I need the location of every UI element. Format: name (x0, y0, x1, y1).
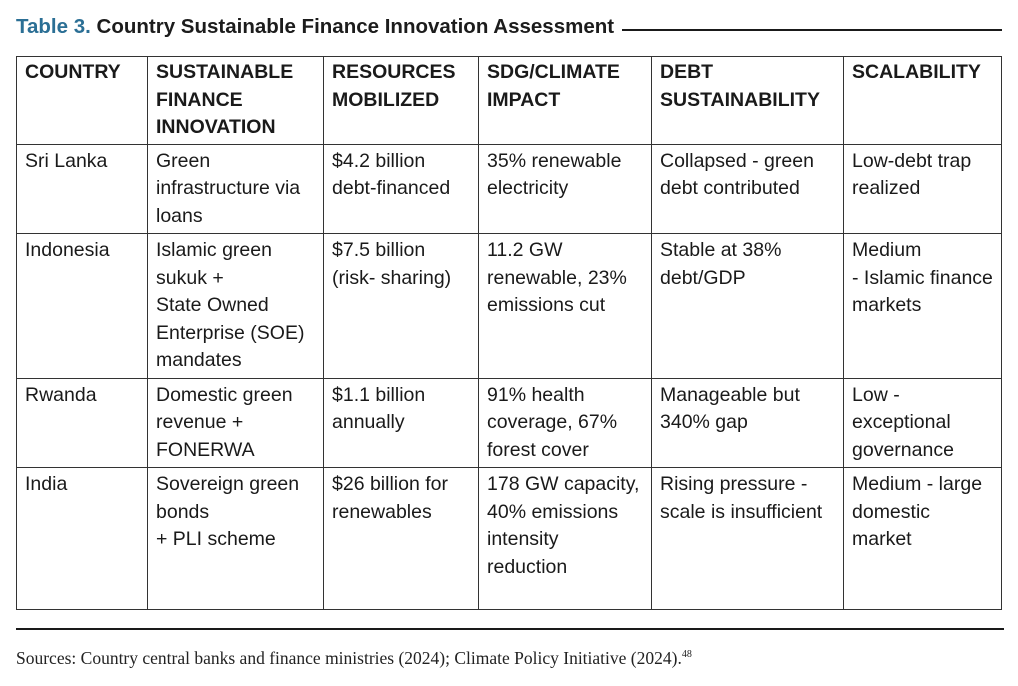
cell-innovation: Green infrastructure via loans (147, 143, 324, 234)
cell-country: India (16, 467, 148, 610)
cell-country: Indonesia (16, 233, 148, 379)
cell-debt: Manageable but 340% gap (651, 377, 844, 468)
header-debt: DEBT SUSTAINABILITY (651, 56, 844, 145)
cell-innovation: Islamic green sukuk + State Owned Enterp… (147, 233, 324, 379)
cell-innovation: Domestic green revenue + FONERWA (147, 377, 324, 468)
title-rule (622, 29, 1002, 31)
table-row: Sri Lanka Green infrastructure via loans… (16, 143, 1002, 234)
sources-text: Sources: Country central banks and finan… (16, 648, 682, 668)
bottom-rule (16, 628, 1004, 630)
cell-resources: $4.2 billion debt-financed (323, 143, 479, 234)
header-scalability: SCALABILITY (843, 56, 1002, 145)
table-title-row: Table 3. Country Sustainable Finance Inn… (16, 12, 1002, 42)
cell-country: Sri Lanka (16, 143, 148, 234)
cell-impact: 91% health coverage, 67% forest cover (478, 377, 652, 468)
table-row: Indonesia Islamic green sukuk + State Ow… (16, 233, 1002, 379)
footnote-marker: 48 (681, 649, 692, 660)
cell-debt: Rising pressure - scale is insufficient (651, 467, 844, 610)
cell-resources: $7.5 billion (risk- sharing) (323, 233, 479, 379)
table-title: Table 3. Country Sustainable Finance Inn… (16, 15, 614, 39)
header-innovation: SUSTAINABLE FINANCE INNOVATION (147, 56, 324, 145)
cell-resources: $1.1 billion annually (323, 377, 479, 468)
cell-scalability: Low - exceptional governance (843, 377, 1002, 468)
table-title-text: Country Sustainable Finance Innovation A… (96, 15, 615, 38)
header-impact: SDG/CLIMATE IMPACT (478, 56, 652, 145)
innovation-line: State Owned Enterprise (SOE) mandates (156, 294, 305, 371)
header-resources: RESOURCES MOBILIZED (323, 56, 479, 145)
table-row: Rwanda Domestic green revenue + FONERWA … (16, 377, 1002, 468)
cell-impact: 178 GW capacity, 40% emissions intensity… (478, 467, 652, 610)
innovation-line: + PLI scheme (156, 528, 276, 550)
cell-scalability: Low-debt trap realized (843, 143, 1002, 234)
sources-note: Sources: Country central banks and finan… (16, 648, 692, 669)
header-row: COUNTRY SUSTAINABLE FINANCE INNOVATION R… (16, 56, 1002, 145)
cell-resources: $26 billion for renewables (323, 467, 479, 610)
cell-impact: 35% renewable electricity (478, 143, 652, 234)
cell-impact: 11.2 GW renewable, 23% emissions cut (478, 233, 652, 379)
table-row: India Sovereign green bonds + PLI scheme… (16, 467, 1002, 610)
cell-debt: Stable at 38% debt/GDP (651, 233, 844, 379)
innovation-line: Islamic green sukuk + (156, 239, 272, 289)
cell-debt: Collapsed - green debt contributed (651, 143, 844, 234)
scalability-line: Medium (852, 239, 922, 261)
innovation-line: Sovereign green bonds (156, 473, 300, 523)
table-number-label: Table 3. (16, 15, 91, 38)
scalability-line: - Islamic finance markets (852, 266, 993, 317)
cell-scalability: Medium - large domestic market (843, 467, 1002, 610)
cell-scalability: Medium - Islamic finance markets (843, 233, 1002, 379)
cell-innovation: Sovereign green bonds + PLI scheme (147, 467, 324, 610)
header-country: COUNTRY (16, 56, 148, 145)
cell-country: Rwanda (16, 377, 148, 468)
assessment-table: COUNTRY SUSTAINABLE FINANCE INNOVATION R… (16, 56, 1002, 610)
